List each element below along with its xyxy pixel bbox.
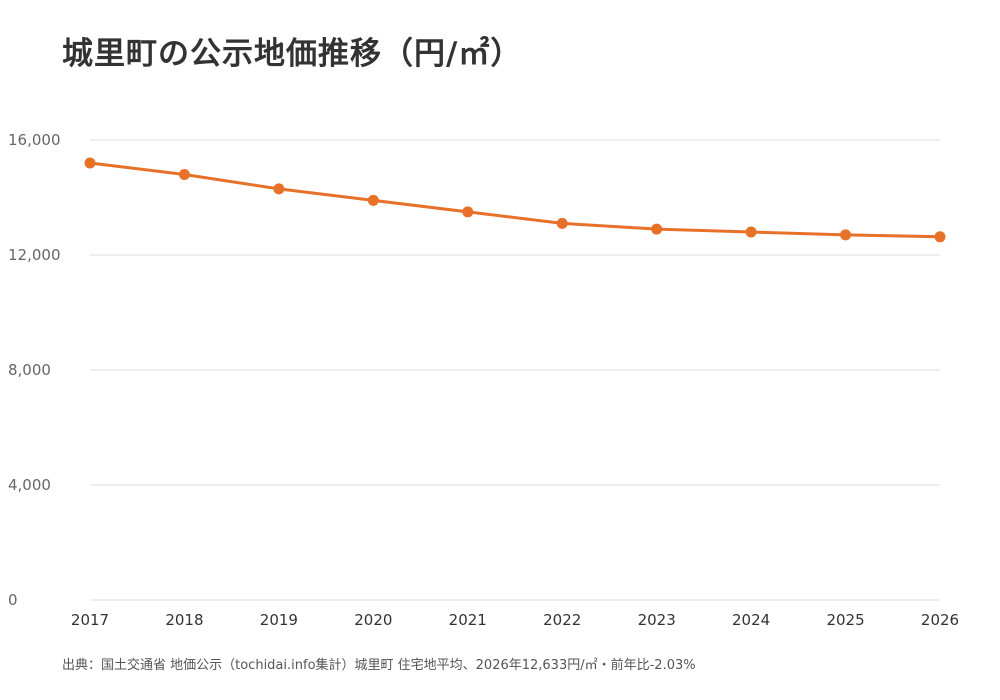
data-point (556, 217, 568, 229)
gridlines (90, 139, 940, 601)
series-line-group (88, 161, 942, 239)
x-axis-tick-labels: 2017 2018 2019 2020 2021 2022 2023 2024 2025 2026 (71, 611, 959, 629)
data-point (367, 194, 379, 206)
data-point (934, 231, 946, 243)
series-line (88, 161, 942, 239)
source-note: 出典：国土交通省 地価公示（tochidai.info集計）城里町 住宅地平均、… (62, 658, 696, 673)
x-tick-label: 2019 (260, 611, 298, 629)
data-point (84, 157, 96, 169)
x-tick-label: 2026 (921, 611, 959, 629)
x-tick-label: 2017 (71, 611, 109, 629)
x-tick-label: 2023 (638, 611, 676, 629)
data-point (273, 183, 285, 195)
x-tick-label: 2020 (354, 611, 392, 629)
data-point (745, 226, 757, 238)
y-tick-label: 0 (8, 591, 18, 609)
data-point (840, 229, 852, 241)
y-tick-label: 8,000 (8, 361, 51, 379)
data-point (651, 223, 663, 235)
data-point (178, 169, 190, 180)
y-tick-label: 12,000 (8, 246, 61, 264)
data-points (84, 157, 946, 243)
x-tick-label: 2021 (449, 611, 487, 629)
x-tick-label: 2025 (826, 611, 864, 629)
y-tick-label: 16,000 (8, 131, 61, 149)
data-point (462, 206, 474, 218)
chart-title: 城里町の公示地価推移（円/㎡） (62, 36, 523, 72)
y-axis-tick-labels: 0 4,000 8,000 12,000 16,000 (8, 131, 61, 609)
x-tick-label: 2024 (732, 611, 770, 629)
x-tick-label: 2022 (543, 611, 581, 629)
x-tick-label: 2018 (165, 611, 203, 629)
y-tick-label: 4,000 (8, 476, 51, 494)
